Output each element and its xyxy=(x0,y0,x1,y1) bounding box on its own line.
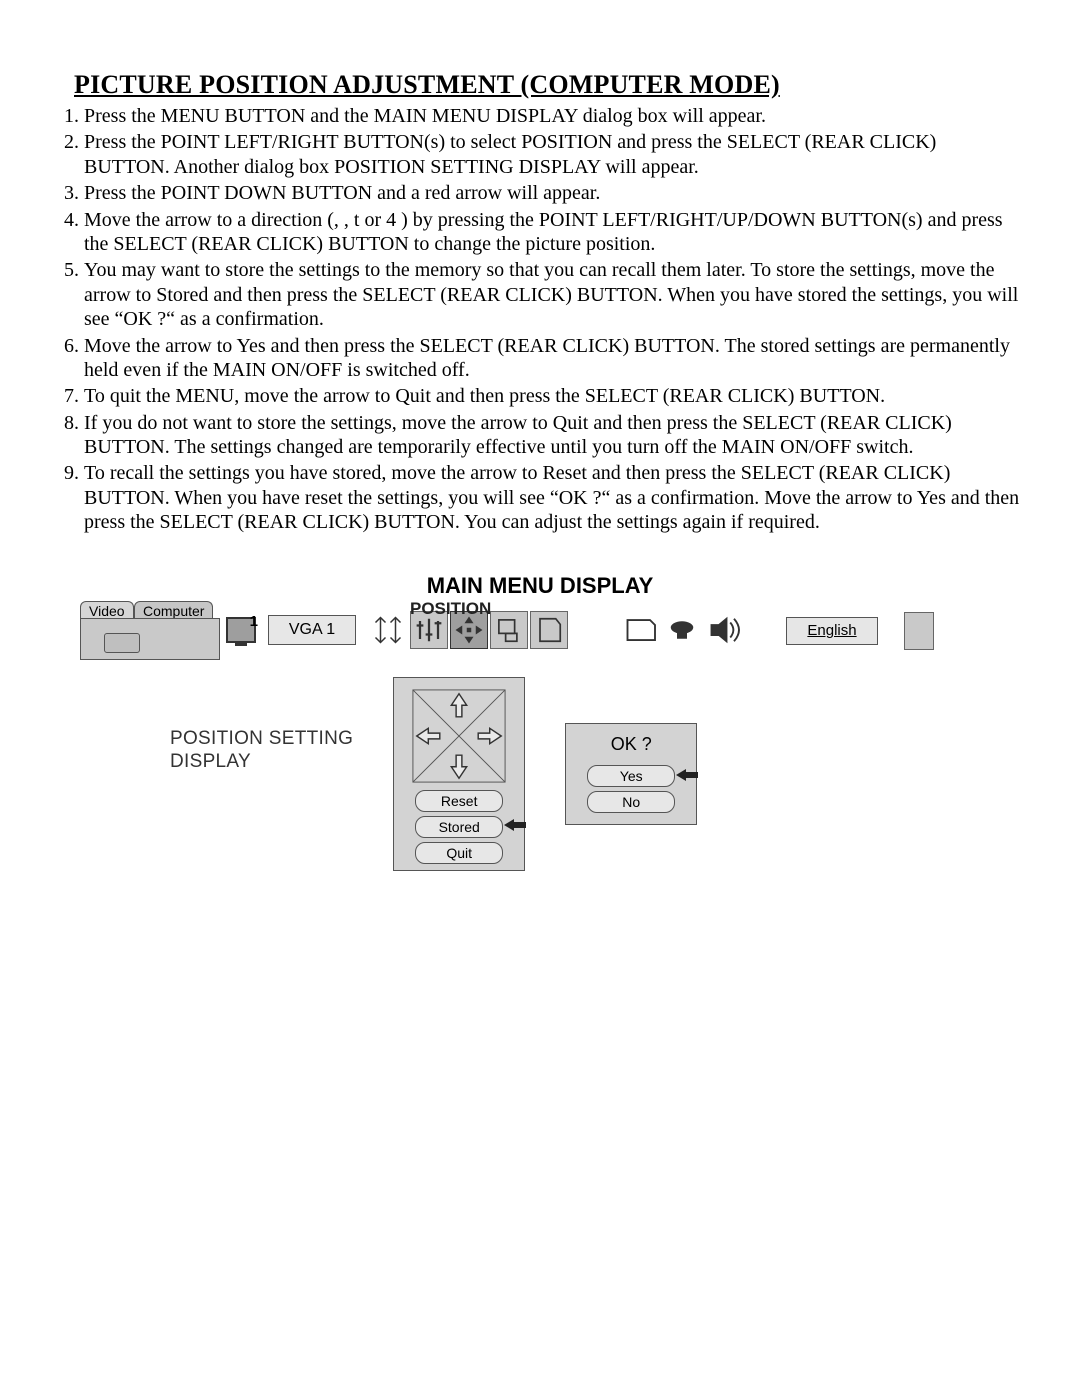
quit-button[interactable]: Quit xyxy=(415,842,503,864)
direction-pad[interactable] xyxy=(411,688,507,784)
step-5: You may want to store the settings to th… xyxy=(84,258,1020,331)
vga-mode-box[interactable]: VGA 1 xyxy=(268,615,356,645)
extra-menu-box[interactable] xyxy=(904,612,934,650)
pos-setting-line1: POSITION SETTING xyxy=(170,728,353,749)
position-setting-panel: Reset Stored Quit xyxy=(393,677,525,871)
reset-button[interactable]: Reset xyxy=(415,790,503,812)
page-title: PICTURE POSITION ADJUSTMENT (COMPUTER MO… xyxy=(74,70,1020,100)
step-9: To recall the settings you have stored, … xyxy=(84,461,1020,534)
video-source-icon xyxy=(104,633,140,653)
main-menu-display-title: MAIN MENU DISPLAY xyxy=(60,573,1020,599)
tab-computer[interactable]: Computer xyxy=(134,601,213,619)
position-setting-display-label: POSITION SETTING DISPLAY xyxy=(170,727,353,871)
tab-body xyxy=(80,618,220,660)
instruction-list: Press the MENU BUTTON and the MAIN MENU … xyxy=(60,104,1020,535)
pc-adjust-icon[interactable] xyxy=(490,611,528,649)
no-button[interactable]: No xyxy=(587,791,675,813)
monitor-number: 1 xyxy=(250,613,258,630)
selection-arrow-icon xyxy=(676,768,698,782)
step-7: To quit the MENU, move the arrow to Quit… xyxy=(84,384,1020,408)
main-menu-bar: Video Computer 1 VGA 1 xyxy=(60,601,1020,659)
pos-setting-line2: DISPLAY xyxy=(170,751,251,772)
source-tab-group: Video Computer xyxy=(80,601,220,659)
step-8: If you do not want to store the settings… xyxy=(84,411,1020,460)
sound-icon[interactable] xyxy=(704,612,744,648)
yes-button[interactable]: Yes xyxy=(587,765,675,787)
stored-button[interactable]: Stored xyxy=(415,816,503,838)
step-2: Press the POINT LEFT/RIGHT BUTTON(s) to … xyxy=(84,130,1020,179)
diagram-area: MAIN MENU DISPLAY POSITION Video Compute… xyxy=(60,573,1020,871)
step-4: Move the arrow to a direction (, , t or … xyxy=(84,208,1020,257)
step-1: Press the MENU BUTTON and the MAIN MENU … xyxy=(84,104,1020,128)
blank-icon[interactable] xyxy=(530,611,568,649)
lamp-icon[interactable] xyxy=(662,612,702,648)
step-3: Press the POINT DOWN BUTTON and a red ar… xyxy=(84,181,1020,205)
step-6: Move the arrow to Yes and then press the… xyxy=(84,334,1020,383)
position-heading: POSITION xyxy=(410,599,491,619)
tab-video[interactable]: Video xyxy=(80,601,134,619)
auto-sync-icon[interactable] xyxy=(368,612,408,648)
language-box[interactable]: English xyxy=(786,617,878,645)
computer-source-block: 1 VGA 1 xyxy=(226,601,356,659)
selection-arrow-icon xyxy=(504,818,526,832)
ok-prompt: OK ? xyxy=(566,724,696,755)
screen-icon[interactable] xyxy=(620,612,660,648)
confirmation-panel: OK ? Yes No xyxy=(565,723,697,825)
